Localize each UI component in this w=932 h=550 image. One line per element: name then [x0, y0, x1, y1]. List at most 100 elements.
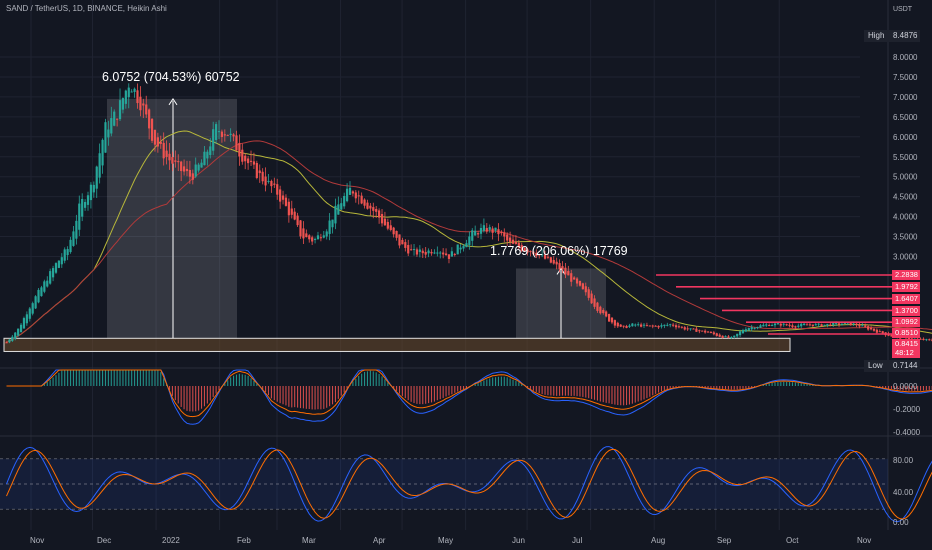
candle-body — [299, 220, 302, 237]
candle-body — [616, 322, 619, 327]
candle-body — [564, 267, 567, 275]
candle-body — [447, 254, 451, 259]
candle-body — [343, 195, 346, 207]
candle-body — [421, 250, 424, 254]
stoch-tick-label: 40.00 — [893, 488, 914, 497]
candle-body — [270, 180, 273, 187]
candle-body — [677, 326, 681, 328]
candle-body — [98, 153, 101, 178]
candle-body — [375, 208, 378, 212]
candle-body — [180, 161, 183, 172]
level-badge: 1.3700 — [892, 306, 920, 316]
support-zone — [3, 337, 791, 352]
candle-body — [622, 325, 625, 327]
candle-body — [835, 322, 838, 324]
candle-body — [803, 323, 806, 326]
candle-body — [881, 331, 884, 334]
candle-body — [907, 337, 911, 340]
high-label: High — [868, 31, 885, 40]
low-badge: Low 0.7144 — [864, 360, 920, 372]
candle-body — [290, 208, 293, 215]
candle-body — [104, 122, 107, 153]
candle-body — [226, 134, 229, 136]
candle-body — [878, 331, 881, 333]
candle-body — [706, 331, 710, 333]
candle-body — [14, 332, 17, 339]
candle-body — [142, 103, 145, 106]
candle-body — [410, 249, 413, 251]
candle-body — [22, 318, 26, 329]
time-tick-label: 2022 — [162, 536, 180, 545]
level-badge: 1.9792 — [892, 282, 920, 292]
candle-body — [733, 335, 736, 338]
candle-body — [773, 323, 777, 326]
candle-body — [116, 118, 119, 120]
candle-body — [95, 166, 98, 189]
candle-body — [642, 324, 646, 326]
candle-body — [607, 313, 611, 322]
candle-body — [5, 342, 8, 344]
price-tick-label: 6.0000 — [893, 133, 918, 142]
candle-body — [503, 232, 506, 237]
candle-body — [51, 268, 55, 278]
candle-body — [69, 239, 72, 253]
candle-body — [738, 331, 742, 336]
candle-body — [837, 323, 841, 325]
candle-body — [31, 303, 34, 314]
candle-body — [433, 252, 436, 254]
candle-body — [252, 161, 256, 165]
candle-body — [25, 314, 28, 324]
candle-body — [485, 228, 488, 232]
candle-body — [578, 280, 582, 286]
candle-body — [637, 324, 640, 326]
candle-body — [651, 325, 654, 327]
candle-body — [628, 325, 631, 327]
candle-body — [631, 323, 634, 327]
candle-body — [49, 271, 52, 284]
candle-body — [645, 325, 649, 327]
level-badge: 1.0992 — [892, 317, 920, 327]
candle-body — [191, 173, 194, 180]
candle-body — [34, 296, 37, 309]
candle-body — [747, 328, 750, 331]
candle-body — [217, 131, 221, 133]
candle-body — [383, 218, 387, 226]
candle-body — [244, 155, 247, 162]
price-tick-label: 4.5000 — [893, 193, 918, 202]
candle-body — [311, 237, 314, 242]
candle-body — [613, 320, 616, 326]
candle-body — [686, 328, 689, 330]
candle-body — [581, 283, 584, 290]
candle-body — [506, 234, 509, 241]
candle-body — [657, 325, 660, 328]
candle-body — [488, 227, 491, 230]
high-value: 8.4876 — [893, 31, 918, 40]
price-tick-label: 7.0000 — [893, 93, 918, 102]
candle-body — [928, 339, 931, 341]
candle-body — [599, 306, 602, 314]
candle-body — [704, 330, 707, 333]
time-tick-label: Jul — [572, 536, 582, 545]
candle-body — [759, 325, 762, 328]
time-tick-label: Feb — [237, 536, 251, 545]
candle-body — [718, 334, 721, 337]
candle-body — [692, 328, 695, 330]
candle-body — [817, 323, 820, 325]
candle-body — [133, 88, 136, 92]
candle-body — [864, 325, 867, 327]
candle-body — [395, 230, 398, 238]
candle-body — [293, 211, 296, 220]
candle-body — [415, 249, 419, 255]
candle-body — [575, 278, 579, 284]
candle-body — [861, 325, 864, 327]
time-tick-label: Nov — [857, 536, 871, 545]
candle-body — [869, 327, 873, 330]
candle-body — [325, 231, 328, 237]
candle-body — [357, 195, 360, 197]
resistance-levels — [656, 274, 892, 335]
candle-body — [182, 166, 186, 172]
candle-body — [753, 328, 756, 330]
candle-body — [72, 231, 75, 246]
candle-body — [389, 225, 392, 230]
